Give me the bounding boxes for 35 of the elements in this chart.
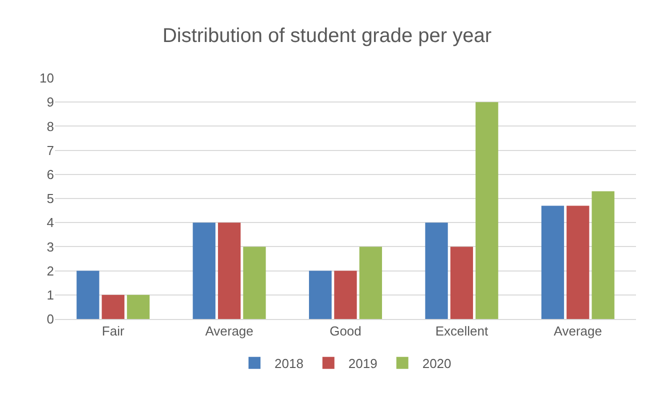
- y-tick-label: 5: [46, 191, 54, 206]
- x-tick-label: Excellent: [435, 324, 488, 339]
- y-tick-label: 0: [46, 312, 54, 327]
- y-tick-label: 1: [46, 287, 54, 302]
- y-tick-label: 7: [46, 142, 54, 158]
- chart-title: Distribution of student grade per year: [162, 25, 492, 48]
- y-tick-label: 3: [46, 239, 54, 254]
- bar: [192, 222, 216, 319]
- bar: [76, 270, 100, 319]
- bar: [243, 246, 266, 319]
- bar: [359, 246, 382, 319]
- bar: [592, 191, 614, 319]
- y-tick-label: 8: [46, 118, 54, 134]
- x-tick-label: Average: [205, 324, 254, 339]
- bar: [308, 270, 332, 319]
- y-tick-label: 9: [46, 94, 54, 110]
- bar: [450, 246, 474, 319]
- x-tick-label: Fair: [102, 324, 125, 339]
- x-tick-label: Good: [330, 324, 362, 339]
- x-tick-label: Average: [554, 324, 602, 339]
- bar: [218, 222, 241, 319]
- bar: [425, 222, 448, 319]
- legend-label: 2020: [422, 356, 452, 371]
- y-tick-label: 2: [46, 263, 54, 278]
- bar: [126, 294, 150, 319]
- bar: [476, 102, 498, 319]
- bar: [566, 206, 590, 319]
- bar: [541, 206, 564, 319]
- y-tick-label: 10: [40, 70, 54, 86]
- bar: [102, 294, 124, 319]
- legend-label: 2019: [348, 356, 378, 371]
- y-tick-label: 4: [46, 215, 54, 230]
- y-tick-label: 6: [46, 166, 54, 182]
- legend-label: 2018: [274, 356, 304, 371]
- bar: [334, 270, 357, 319]
